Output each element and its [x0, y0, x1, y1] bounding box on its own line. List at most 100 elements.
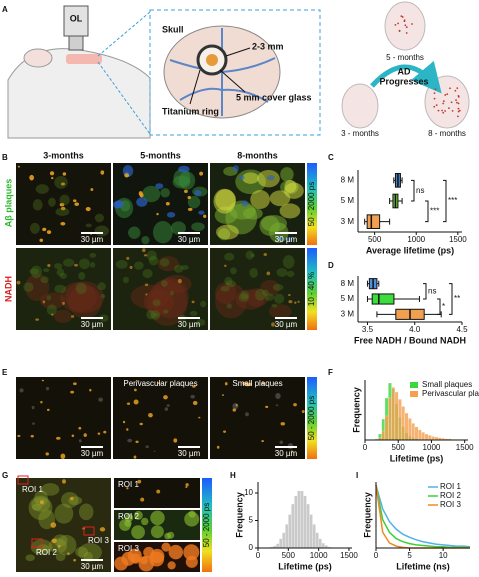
micrograph-speck	[42, 227, 47, 232]
micrograph-speck	[155, 183, 164, 190]
micrograph-speck	[72, 199, 77, 203]
micrograph-speck	[54, 309, 73, 323]
micrograph-speck	[124, 173, 130, 178]
legend-label: ROI 3	[440, 500, 461, 509]
y-tick-label: 10	[244, 488, 253, 497]
micrograph-speck	[249, 267, 258, 278]
plaque-dot	[451, 109, 454, 112]
micrograph-speck	[203, 214, 207, 218]
significance-bracket	[437, 298, 441, 315]
micrograph-speck	[290, 450, 293, 453]
micrograph-speck	[240, 290, 250, 300]
micrograph-speck	[150, 525, 164, 539]
panel-letter: H	[230, 471, 236, 480]
histogram-bar	[297, 490, 301, 549]
micrograph-speck	[161, 542, 171, 552]
micrograph-speck	[192, 385, 196, 388]
plaque-dot	[457, 94, 460, 97]
micrograph-speck	[279, 203, 301, 219]
histogram-bar	[408, 418, 412, 441]
legend-label: ROI 2	[440, 491, 461, 500]
plaque-dot	[397, 22, 399, 25]
series-line	[375, 484, 471, 548]
micrograph-speck	[16, 280, 21, 285]
micrograph-speck	[173, 438, 178, 443]
legend-label: Small plaques	[422, 380, 472, 389]
micrograph-speck	[139, 422, 143, 426]
micrograph-speck	[75, 546, 89, 558]
plaque-dot	[444, 110, 446, 112]
row-label: Aβ plaques	[3, 179, 13, 228]
micrograph-speck	[160, 280, 168, 287]
micrograph-speck	[277, 235, 285, 242]
micrograph-speck	[146, 309, 156, 320]
micrograph-speck	[142, 185, 161, 203]
x-tick-label: 1500	[340, 551, 358, 560]
scale-bar-label: 30 µm	[178, 320, 201, 329]
micrograph-speck	[103, 430, 107, 434]
scale-bar-label: 30 µm	[178, 449, 201, 458]
micrograph-speck	[145, 445, 149, 449]
x-tick-label: 1000	[423, 443, 441, 452]
plaque-dot	[456, 87, 459, 90]
micrograph-speck	[85, 206, 91, 212]
micrograph-speck	[58, 544, 61, 548]
roi-inset-label: ROI 2	[118, 512, 139, 521]
micrograph-speck	[29, 174, 35, 181]
micrograph-speck	[276, 268, 288, 277]
micrograph-speck	[189, 310, 198, 316]
micrograph-speck	[45, 452, 49, 456]
panel-letter: C	[328, 153, 334, 162]
colorbar-label: 10 - 40 %	[307, 272, 316, 306]
micrograph-speck	[17, 165, 20, 168]
micrograph-speck	[62, 479, 66, 484]
plaque-dot	[433, 105, 436, 108]
micrograph-speck	[264, 293, 275, 301]
box	[366, 214, 381, 229]
y-tick-label: 8 M	[341, 175, 355, 184]
pointer	[219, 69, 246, 93]
histogram-bar	[294, 495, 298, 549]
micrograph-speck	[99, 314, 109, 322]
micrograph-speck	[288, 294, 291, 297]
micrograph-speck	[282, 255, 295, 269]
histogram-bar	[300, 490, 304, 549]
panel-letter: A	[2, 5, 8, 14]
micrograph-speck	[261, 440, 264, 443]
plaque-dot	[454, 89, 457, 92]
micrograph-speck	[279, 440, 284, 445]
micrograph-speck	[50, 522, 57, 528]
significance-label: ***	[430, 206, 439, 215]
micrograph-speck	[89, 253, 97, 258]
micrograph-speck	[51, 313, 54, 316]
micrograph-speck	[122, 276, 129, 284]
x-tick-label: 0	[374, 551, 379, 560]
micrograph-speck	[54, 284, 67, 294]
micrograph-speck	[71, 434, 75, 438]
micrograph	[16, 377, 111, 459]
plaque-dot	[457, 110, 460, 113]
micrograph-speck	[37, 544, 50, 552]
micrograph-speck	[265, 405, 269, 409]
glass-label: 5 mm cover glass	[236, 92, 312, 102]
y-tick-label: 5 M	[341, 294, 355, 303]
micrograph-speck	[78, 426, 82, 430]
micrograph-speck	[280, 422, 286, 426]
micrograph-speck	[29, 268, 39, 275]
significance-bracket	[411, 179, 415, 202]
micrograph-speck	[61, 182, 66, 186]
plaque-dot	[446, 93, 449, 95]
micrograph-speck	[157, 256, 179, 272]
micrograph-speck	[131, 525, 145, 539]
micrograph-speck	[31, 405, 35, 410]
micrograph-speck	[114, 200, 124, 208]
colorbar	[307, 248, 317, 330]
micrograph-speck	[224, 382, 228, 386]
micrograph-speck	[39, 500, 44, 505]
micrograph-speck	[62, 301, 65, 305]
colorbar-label: 50 - 2000 ps	[307, 182, 316, 226]
histogram-bar	[315, 532, 319, 549]
plaque-dot	[400, 15, 403, 18]
scale-bar-label: 30 µm	[275, 320, 298, 329]
micrograph-speck	[133, 510, 143, 520]
